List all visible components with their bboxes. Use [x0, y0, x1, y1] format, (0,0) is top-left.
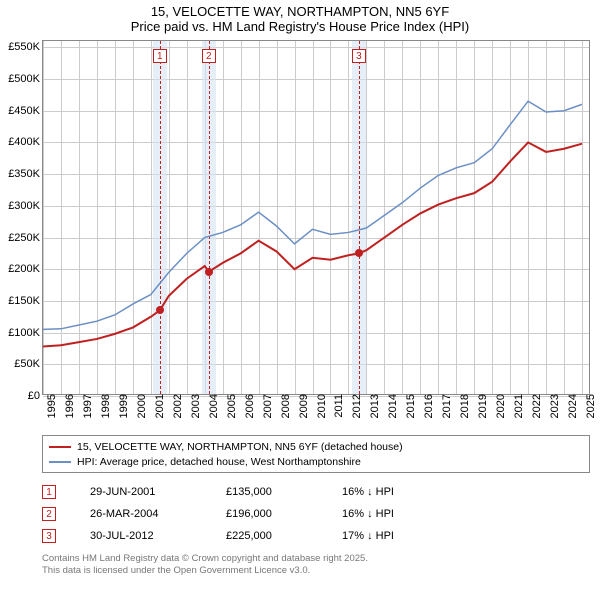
- x-axis-label: 2004: [205, 394, 220, 418]
- y-axis-label: £0: [28, 390, 43, 402]
- attribution-footer: Contains HM Land Registry data © Crown c…: [42, 553, 590, 577]
- legend-item: HPI: Average price, detached house, West…: [49, 454, 583, 469]
- x-axis-label: 2009: [295, 394, 310, 418]
- x-axis-label: 2010: [313, 394, 328, 418]
- footer-line-2: This data is licensed under the Open Gov…: [42, 565, 590, 577]
- x-axis-label: 2011: [330, 394, 345, 418]
- y-axis-label: £100K: [8, 327, 43, 339]
- x-axis-label: 2015: [402, 394, 417, 418]
- x-axis-label: 2024: [564, 394, 579, 418]
- footer-line-1: Contains HM Land Registry data © Crown c…: [42, 553, 590, 565]
- x-axis-label: 2014: [384, 394, 399, 418]
- x-axis-label: 1998: [97, 394, 112, 418]
- x-axis-label: 2019: [474, 394, 489, 418]
- x-axis-label: 2017: [438, 394, 453, 418]
- legend-item: 15, VELOCETTE WAY, NORTHAMPTON, NN5 6YF …: [49, 439, 583, 454]
- transaction-delta: 17% ↓ HPI: [342, 530, 394, 542]
- transaction-marker-icon: 2: [42, 507, 56, 521]
- transaction-date: 26-MAR-2004: [90, 508, 220, 520]
- price-chart: £0£50K£100K£150K£200K£250K£300K£350K£400…: [42, 40, 590, 395]
- x-axis-label: 2005: [223, 394, 238, 418]
- x-axis-label: 2025: [582, 394, 597, 418]
- legend-label: HPI: Average price, detached house, West…: [77, 456, 361, 468]
- x-axis-label: 2003: [187, 394, 202, 418]
- y-axis-label: £400K: [8, 136, 43, 148]
- y-axis-label: £300K: [8, 200, 43, 212]
- transaction-point: [205, 268, 213, 276]
- y-axis-label: £150K: [8, 295, 43, 307]
- transaction-delta: 16% ↓ HPI: [342, 508, 394, 520]
- transaction-row: 1 29-JUN-2001 £135,000 16% ↓ HPI: [42, 481, 590, 503]
- chart-title-block: 15, VELOCETTE WAY, NORTHAMPTON, NN5 6YF …: [0, 0, 600, 34]
- transaction-row: 2 26-MAR-2004 £196,000 16% ↓ HPI: [42, 503, 590, 525]
- x-axis-label: 2022: [528, 394, 543, 418]
- transaction-price: £196,000: [226, 508, 336, 520]
- x-axis-label: 2008: [277, 394, 292, 418]
- x-axis-label: 2000: [133, 394, 148, 418]
- transaction-marker-icon: 3: [42, 529, 56, 543]
- transaction-price: £225,000: [226, 530, 336, 542]
- x-axis-label: 2002: [169, 394, 184, 418]
- x-axis-label: 2013: [366, 394, 381, 418]
- legend: 15, VELOCETTE WAY, NORTHAMPTON, NN5 6YF …: [42, 435, 590, 473]
- x-axis-label: 2001: [151, 394, 166, 418]
- y-axis-label: £550K: [8, 41, 43, 53]
- transaction-point: [156, 306, 164, 314]
- transactions-table: 1 29-JUN-2001 £135,000 16% ↓ HPI 2 26-MA…: [42, 481, 590, 547]
- y-axis-label: £200K: [8, 263, 43, 275]
- legend-swatch: [49, 461, 71, 463]
- y-axis-label: £500K: [8, 73, 43, 85]
- legend-label: 15, VELOCETTE WAY, NORTHAMPTON, NN5 6YF …: [77, 441, 403, 453]
- transaction-delta: 16% ↓ HPI: [342, 486, 394, 498]
- y-axis-label: £250K: [8, 232, 43, 244]
- x-axis-label: 1997: [79, 394, 94, 418]
- y-axis-label: £350K: [8, 168, 43, 180]
- x-axis-label: 1999: [115, 394, 130, 418]
- legend-swatch: [49, 446, 71, 448]
- x-axis-label: 2006: [241, 394, 256, 418]
- transaction-date: 30-JUL-2012: [90, 530, 220, 542]
- transaction-point: [355, 249, 363, 257]
- x-axis-label: 2012: [348, 394, 363, 418]
- x-axis-label: 2023: [546, 394, 561, 418]
- series-hpi: [43, 101, 582, 329]
- transaction-row: 3 30-JUL-2012 £225,000 17% ↓ HPI: [42, 525, 590, 547]
- transaction-price: £135,000: [226, 486, 336, 498]
- x-axis-label: 2016: [420, 394, 435, 418]
- x-axis-label: 1996: [61, 394, 76, 418]
- transaction-marker-icon: 1: [42, 485, 56, 499]
- y-axis-label: £50K: [14, 358, 43, 370]
- x-axis-label: 2007: [259, 394, 274, 418]
- y-axis-label: £450K: [8, 105, 43, 117]
- x-axis-label: 2020: [492, 394, 507, 418]
- x-axis-label: 2018: [456, 394, 471, 418]
- series-property: [43, 142, 582, 346]
- title-line-1: 15, VELOCETTE WAY, NORTHAMPTON, NN5 6YF: [0, 4, 600, 19]
- x-axis-label: 1995: [43, 394, 58, 418]
- x-axis-label: 2021: [510, 394, 525, 418]
- title-line-2: Price paid vs. HM Land Registry's House …: [0, 19, 600, 34]
- transaction-date: 29-JUN-2001: [90, 486, 220, 498]
